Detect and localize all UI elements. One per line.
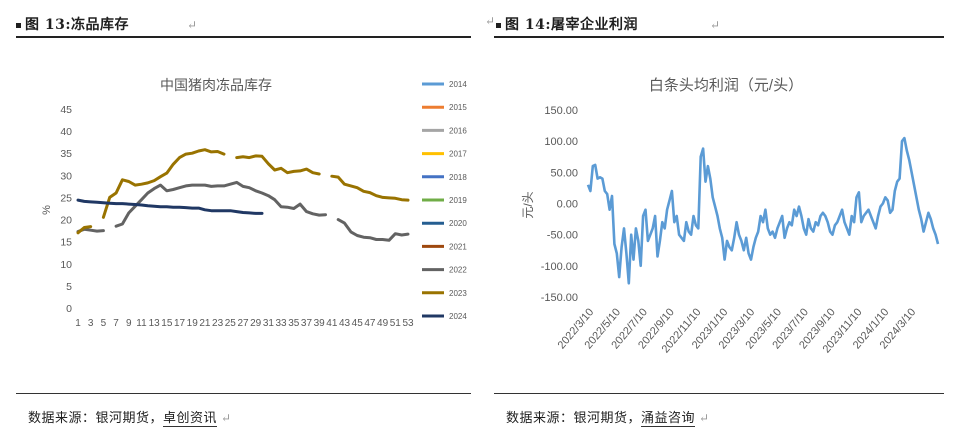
x-tick-label: 3 xyxy=(88,318,94,329)
legend-label: 2015 xyxy=(449,103,467,112)
y-tick-label: 25 xyxy=(60,192,72,204)
y-tick-label: 20 xyxy=(60,215,72,227)
y-tick-label: 40 xyxy=(60,126,72,138)
y-tick-label: 0 xyxy=(66,303,72,315)
series-line-profit xyxy=(586,136,940,285)
legend-label: 2020 xyxy=(449,219,467,228)
x-tick-label: 15 xyxy=(161,318,173,329)
legend-label: 2024 xyxy=(449,312,467,321)
x-tick-label: 29 xyxy=(250,318,262,329)
x-tick-label: 39 xyxy=(314,318,326,329)
y-tick-label: 15 xyxy=(60,237,72,249)
paragraph-mark-icon: ↵ xyxy=(221,411,232,425)
source-org-link[interactable]: 卓创资讯 xyxy=(163,411,218,427)
x-tick-label: 25 xyxy=(225,318,237,329)
series-line-2023 xyxy=(76,148,410,235)
figure-14-caption: 屠宰企业利润 xyxy=(551,17,639,33)
chart-2-y-axis-label: 元/头 xyxy=(521,191,535,218)
y-tick-label: 0.00 xyxy=(557,199,578,211)
source-prefix: 数据来源：银河期货， xyxy=(28,411,164,426)
figure-14-title: 图 14:屠宰企业利润 ↵ xyxy=(496,14,721,34)
x-tick-label: 43 xyxy=(339,318,351,329)
figure-14-source: 数据来源：银河期货，涌益咨询 ↵ xyxy=(506,407,710,427)
y-tick-label: -100.00 xyxy=(541,261,578,273)
y-tick-label: 50.00 xyxy=(550,167,578,179)
figure-13-title: 图 13:冻品库存 ↵ xyxy=(16,14,198,34)
bullet-square-icon xyxy=(16,22,21,28)
source-org-link[interactable]: 涌益咨询 xyxy=(641,411,696,427)
x-tick-label: 33 xyxy=(276,318,288,329)
x-tick-label: 1 xyxy=(75,318,81,329)
paragraph-mark-icon: ↵ xyxy=(710,18,721,32)
figure-13-bottom-rule xyxy=(16,393,471,394)
legend-label: 2023 xyxy=(449,289,467,298)
x-tick-label: 35 xyxy=(288,318,300,329)
figure-14-top-rule xyxy=(494,36,944,38)
paragraph-mark-icon: ↵ xyxy=(187,18,198,32)
y-tick-label: 35 xyxy=(60,148,72,160)
slaughter-profit-chart: 白条头均利润（元/头） -150.00 -100.00 -50.00 0.00 50.0… xyxy=(521,77,940,355)
x-tick-label: 31 xyxy=(263,318,275,329)
x-tick-label: 21 xyxy=(199,318,211,329)
y-tick-label: -50.00 xyxy=(547,230,578,242)
bullet-square-icon xyxy=(496,22,501,28)
paragraph-mark-icon: ↵ xyxy=(485,14,496,28)
series-line-2024 xyxy=(76,198,264,215)
x-tick-label: 53 xyxy=(402,318,414,329)
x-tick-label: 27 xyxy=(237,318,249,329)
y-tick-label: -150.00 xyxy=(541,292,578,304)
chart-1-title: 中国猪肉冻品库存 xyxy=(160,77,272,93)
x-tick-label: 47 xyxy=(364,318,376,329)
figure-14-label: 图 14: xyxy=(505,17,552,33)
x-tick-label: 7 xyxy=(113,318,119,329)
x-tick-label: 5 xyxy=(101,318,107,329)
x-tick-label: 23 xyxy=(212,318,224,329)
paragraph-mark-icon: ↵ xyxy=(699,411,710,425)
figure-13-source: 数据来源：银河期货，卓创资讯 ↵ xyxy=(28,407,232,427)
x-tick-label: 51 xyxy=(390,318,402,329)
chart-2-title: 白条头均利润（元/头） xyxy=(649,77,803,94)
x-tick-label: 19 xyxy=(187,318,199,329)
legend-label: 2016 xyxy=(449,126,467,135)
x-tick-label: 37 xyxy=(301,318,313,329)
figure-13-top-rule xyxy=(16,36,471,38)
x-tick-label: 11 xyxy=(136,318,147,329)
x-tick-label: 13 xyxy=(149,318,161,329)
figure-13-caption: 冻品库存 xyxy=(71,17,130,33)
y-tick-label: 5 xyxy=(66,281,72,293)
legend-label: 2014 xyxy=(449,80,467,89)
figure-14-bottom-rule xyxy=(494,393,944,394)
chart-1-y-axis-label: % xyxy=(41,205,53,215)
y-tick-label: 150.00 xyxy=(544,105,578,117)
x-tick-label: 49 xyxy=(377,318,389,329)
y-tick-label: 30 xyxy=(60,170,72,182)
y-tick-label: 100.00 xyxy=(544,136,578,148)
legend-label: 2022 xyxy=(449,266,467,275)
legend-label: 2017 xyxy=(449,150,467,159)
figure-13-label: 图 13: xyxy=(25,17,72,33)
legend-label: 2021 xyxy=(449,242,467,251)
y-tick-label: 10 xyxy=(60,259,72,271)
source-prefix: 数据来源：银河期货， xyxy=(506,411,642,426)
x-tick-label: 17 xyxy=(174,318,186,329)
x-tick-label: 45 xyxy=(352,318,364,329)
x-tick-label: 41 xyxy=(326,318,338,329)
x-tick-label: 9 xyxy=(126,318,132,329)
legend-label: 2019 xyxy=(449,196,467,205)
legend-label: 2018 xyxy=(449,173,467,182)
y-tick-label: 45 xyxy=(60,104,72,116)
